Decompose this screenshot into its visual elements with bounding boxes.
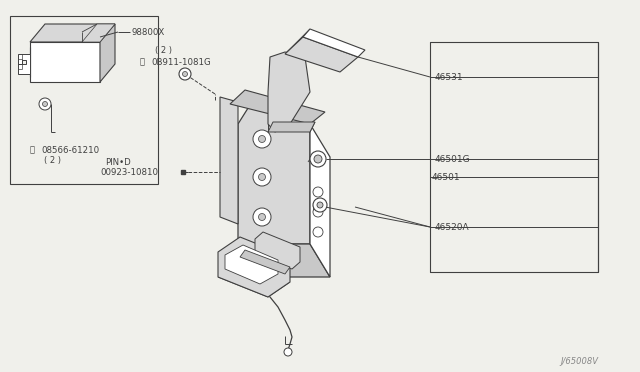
Circle shape [253, 168, 271, 186]
Bar [10, 16, 158, 184]
Polygon shape [100, 24, 115, 82]
Polygon shape [303, 29, 365, 57]
Text: 0B911-1081G: 0B911-1081G [151, 58, 211, 67]
Circle shape [253, 130, 271, 148]
Polygon shape [310, 124, 330, 277]
Circle shape [313, 187, 323, 197]
Circle shape [259, 214, 266, 221]
Polygon shape [238, 97, 310, 244]
Text: Ⓑ: Ⓑ [30, 145, 35, 154]
Circle shape [310, 151, 326, 167]
Text: 08566-61210: 08566-61210 [41, 145, 99, 154]
Circle shape [313, 198, 327, 212]
Circle shape [259, 135, 266, 142]
Circle shape [253, 208, 271, 226]
Circle shape [317, 202, 323, 208]
Circle shape [259, 173, 266, 180]
Polygon shape [30, 24, 115, 42]
Text: 46531: 46531 [435, 73, 463, 81]
Polygon shape [218, 237, 290, 297]
Circle shape [313, 227, 323, 237]
Polygon shape [30, 42, 100, 82]
Text: Ⓝ: Ⓝ [140, 58, 145, 67]
Text: 46501G: 46501G [435, 154, 470, 164]
Text: 00923-10810: 00923-10810 [100, 167, 158, 176]
Polygon shape [230, 90, 325, 124]
Circle shape [313, 207, 323, 217]
Text: 46501: 46501 [432, 173, 461, 182]
Polygon shape [240, 250, 290, 274]
Text: 46520A: 46520A [435, 222, 470, 231]
Polygon shape [82, 24, 115, 42]
Circle shape [179, 68, 191, 80]
Polygon shape [268, 52, 310, 132]
Polygon shape [285, 37, 358, 72]
Circle shape [182, 71, 188, 77]
Polygon shape [220, 97, 238, 224]
Polygon shape [225, 245, 278, 284]
Circle shape [39, 98, 51, 110]
Text: ( 2 ): ( 2 ) [44, 155, 61, 164]
Circle shape [284, 348, 292, 356]
Circle shape [314, 155, 322, 163]
Text: ( 2 ): ( 2 ) [155, 45, 172, 55]
Polygon shape [238, 244, 330, 277]
Circle shape [42, 102, 47, 106]
Bar [430, 42, 598, 272]
Polygon shape [268, 122, 315, 132]
Text: 98800X: 98800X [132, 28, 165, 36]
Polygon shape [18, 54, 30, 74]
Text: J/65008V: J/65008V [560, 357, 598, 366]
Text: PIN•D: PIN•D [105, 157, 131, 167]
Polygon shape [255, 232, 300, 269]
